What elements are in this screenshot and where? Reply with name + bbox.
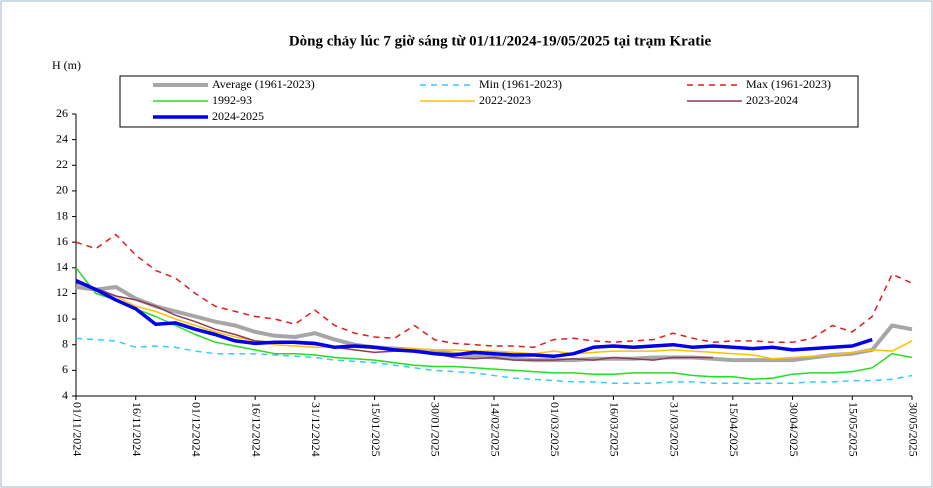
legend-label: 2024-2025 (212, 109, 264, 123)
x-tick-label: 30/04/2025 (787, 402, 801, 457)
x-tick-label: 15/01/2025 (369, 402, 383, 457)
y-tick-label: 10 (56, 311, 68, 325)
y-tick-label: 16 (56, 234, 68, 248)
y-tick-label: 26 (56, 106, 68, 120)
y-tick-label: 20 (56, 183, 68, 197)
y-tick-label: 6 (62, 362, 68, 376)
legend-label: 2022-2023 (479, 93, 531, 107)
y-tick-label: 22 (56, 157, 68, 171)
x-tick-label: 15/05/2025 (847, 402, 861, 457)
x-tick-label: 30/01/2025 (429, 402, 443, 457)
x-tick-label: 01/03/2025 (548, 402, 562, 457)
series-line (75, 233, 913, 349)
x-tick-label: 31/03/2025 (667, 402, 681, 457)
x-tick-label: 15/04/2025 (727, 402, 741, 457)
x-tick-label: 30/05/2025 (906, 402, 920, 457)
series-line (75, 267, 913, 381)
x-tick-label: 01/11/2024 (70, 402, 84, 456)
y-tick-label: 18 (56, 208, 68, 222)
series-line (75, 279, 913, 360)
chart-title: Dòng chảy lúc 7 giờ sáng từ 01/11/2024-1… (289, 33, 712, 49)
legend-label: 2023-2024 (746, 93, 798, 107)
legend-label: Min (1961-2023) (479, 77, 562, 91)
series-line (75, 279, 873, 359)
y-tick-label: 8 (62, 336, 68, 350)
legend-label: Average (1961-2023) (212, 77, 315, 91)
y-axis-label: H (m) (52, 58, 81, 72)
legend-label: 1992-93 (212, 93, 252, 107)
y-tick-label: 24 (56, 131, 68, 145)
y-tick-label: 14 (56, 260, 68, 274)
x-tick-label: 31/12/2024 (309, 402, 323, 457)
y-tick-label: 12 (56, 285, 68, 299)
x-tick-label: 14/02/2025 (488, 402, 502, 457)
x-tick-label: 16/03/2025 (608, 402, 622, 457)
y-tick-label: 4 (62, 388, 68, 402)
legend-label: Max (1961-2023) (746, 77, 831, 91)
x-tick-label: 16/12/2024 (249, 402, 263, 457)
series-line (75, 337, 913, 384)
x-tick-label: 01/12/2024 (190, 402, 204, 457)
x-tick-label: 16/11/2024 (130, 402, 144, 456)
